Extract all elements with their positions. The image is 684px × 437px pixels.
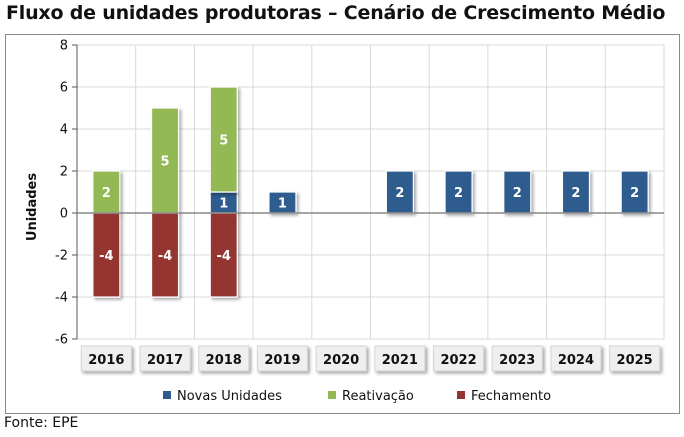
x-label-box [139, 345, 191, 372]
data-label-novas-unidades-2022: 2 [454, 186, 463, 201]
x-tick-label: 2025 [617, 353, 653, 368]
data-label-novas-unidades-2018: 1 [219, 197, 228, 212]
source-note: Fonte: EPE [4, 415, 79, 431]
x-tick-label: 2018 [206, 353, 242, 368]
bar-reativacao-2016 [92, 170, 121, 214]
data-label-fechamento-2016: -4 [99, 249, 113, 264]
data-label-fechamento-2017: -4 [158, 249, 172, 264]
y-tick-label: -4 [55, 291, 68, 306]
chart-frame: 8 6 4 2 0 -2 -4 -6 2 -4 5 -4 1 5 -4 1 2 2 2 2 2 2016 2017 201… [5, 34, 680, 414]
bar-reativacao-2017 [150, 107, 180, 214]
bar-fechamento-2017 [150, 212, 180, 298]
bar-novas-unidades-2025 [620, 170, 649, 214]
legend-label-fechamento: Fechamento [471, 389, 551, 404]
x-tick-label: 2016 [88, 353, 124, 368]
x-label-box [433, 345, 485, 372]
legend-label-novas-unidades: Novas Unidades [177, 389, 282, 404]
bar-novas-unidades-2024 [561, 170, 591, 214]
y-tick-label: -2 [55, 249, 68, 264]
x-label-box [315, 345, 367, 372]
x-tick-label: 2022 [440, 353, 476, 368]
y-tick-label: 2 [60, 165, 68, 180]
x-label-box [256, 345, 308, 372]
data-label-novas-unidades-2024: 2 [571, 186, 580, 201]
bar-novas-unidades-2021 [385, 170, 414, 214]
data-label-novas-unidades-2023: 2 [513, 186, 522, 201]
x-label-box [491, 345, 543, 372]
bar-fechamento-2016 [92, 212, 121, 298]
y-tick-label: 4 [60, 123, 68, 138]
data-label-novas-unidades-2025: 2 [630, 186, 639, 201]
x-label-box [198, 345, 250, 372]
bar-reativacao-2018 [209, 86, 238, 193]
y-tick-label: 8 [60, 39, 68, 54]
x-label-box [80, 345, 132, 372]
y-axis: 8 6 4 2 0 -2 -4 -6 [55, 39, 78, 348]
x-label-box [609, 345, 661, 372]
x-axis-labels: 2016 2017 2018 2019 2020 2021 2022 2023 2024 2025 [80, 345, 661, 372]
legend-swatch-fechamento [457, 391, 465, 399]
y-tick-label: -6 [55, 333, 68, 348]
x-tick-label: 2021 [382, 353, 418, 368]
x-tick-label: 2024 [558, 353, 594, 368]
y-axis-title: Unidades [25, 173, 40, 241]
x-label-box [374, 345, 426, 372]
x-tick-label: 2020 [323, 353, 359, 368]
x-tick-label: 2017 [147, 353, 183, 368]
x-label-box [550, 345, 602, 372]
data-label-fechamento-2018: -4 [217, 249, 231, 264]
y-tick-label: 0 [60, 207, 68, 222]
data-label-reativacao-2017: 5 [161, 155, 170, 170]
legend-swatch-reativacao [328, 391, 336, 399]
legend-label-reativacao: Reativação [342, 389, 414, 404]
data-label-reativacao-2016: 2 [102, 186, 111, 201]
legend: Novas Unidades Reativação Fechamento [163, 389, 551, 404]
data-label-novas-unidades-2021: 2 [395, 186, 404, 201]
chart-title: Fluxo de unidades produtoras – Cenário d… [6, 2, 666, 24]
y-tick-label: 6 [60, 81, 68, 96]
data-label-novas-unidades-2019: 1 [278, 197, 287, 212]
x-tick-label: 2019 [264, 353, 300, 368]
x-tick-label: 2023 [499, 353, 535, 368]
legend-swatch-novas-unidades [163, 391, 171, 399]
data-label-reativacao-2018: 5 [219, 134, 228, 149]
